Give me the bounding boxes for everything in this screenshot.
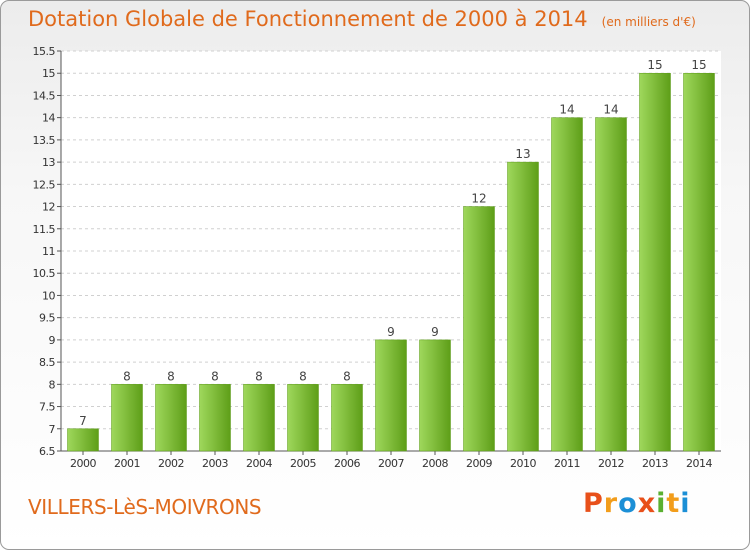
bar: [111, 384, 143, 452]
y-tick-label: 8.5: [39, 356, 55, 369]
bar: [507, 161, 539, 452]
chart-subtitle: (en milliers d'€): [601, 15, 696, 29]
x-tick-label: 2014: [686, 457, 712, 470]
x-tick-label: 2008: [422, 457, 448, 470]
bar-value-label: 8: [255, 369, 263, 383]
x-tick-label: 2001: [114, 457, 140, 470]
x-tick-label: 2012: [598, 457, 624, 470]
bar-value-label: 8: [123, 369, 131, 383]
y-tick-label: 15.5: [33, 45, 56, 58]
bar: [595, 117, 627, 452]
y-tick-label: 8: [49, 378, 56, 391]
y-tick-label: 7: [49, 423, 56, 436]
x-tick-label: 2011: [554, 457, 580, 470]
bar: [67, 428, 99, 452]
bar: [243, 384, 275, 452]
bar-value-label: 7: [79, 414, 87, 428]
x-tick-label: 2010: [510, 457, 536, 470]
bar-value-label: 8: [343, 369, 351, 383]
x-tick-label: 2005: [290, 457, 316, 470]
bar-value-label: 15: [691, 58, 706, 72]
bar: [375, 339, 407, 452]
x-tick-label: 2004: [246, 457, 272, 470]
x-tick-label: 2000: [70, 457, 96, 470]
bar: [155, 384, 187, 452]
bar: [683, 72, 715, 452]
bar-value-label: 8: [299, 369, 307, 383]
x-tick-label: 2002: [158, 457, 184, 470]
y-tick-label: 12.5: [33, 178, 56, 191]
bar: [463, 206, 495, 452]
bar: [639, 72, 671, 452]
x-tick-label: 2003: [202, 457, 228, 470]
bar: [287, 384, 319, 452]
x-tick-label: 2013: [642, 457, 668, 470]
y-tick-label: 10: [42, 289, 55, 302]
bar-value-label: 12: [471, 192, 486, 206]
bar-value-label: 9: [387, 325, 395, 339]
bar: [419, 339, 451, 452]
commune-name: VILLERS-LèS-MOIVRONS: [28, 495, 262, 519]
bar-value-label: 13: [515, 147, 530, 161]
y-tick-label: 11: [42, 245, 55, 258]
y-tick-label: 9: [49, 334, 56, 347]
y-tick-label: 14.5: [33, 89, 56, 102]
y-tick-label: 9.5: [39, 312, 55, 325]
bar: [331, 384, 363, 452]
proxiti-logo: Proxiti: [583, 488, 691, 519]
y-tick-label: 11.5: [33, 223, 56, 236]
bars: [67, 72, 715, 452]
bar: [551, 117, 583, 452]
bar-value-label: 8: [167, 369, 175, 383]
x-tick-label: 2007: [378, 457, 404, 470]
y-tick-label: 6.5: [39, 445, 55, 458]
x-tick-label: 2009: [466, 457, 492, 470]
bar-value-label: 9: [431, 325, 439, 339]
bar: [199, 384, 231, 452]
y-tick-label: 15: [42, 67, 55, 80]
bar-value-label: 14: [559, 103, 574, 117]
labels: 6.5 7 7.5 8 8.5 9 9.5 10 10.5 11 11.5 12 12.5 13 13.5 1…: [33, 45, 713, 470]
chart-title-text: Dotation Globale de Fonctionnement de 20…: [28, 7, 588, 31]
bar-value-label: 14: [603, 103, 618, 117]
y-tick-label: 14: [42, 112, 55, 125]
y-tick-label: 12: [42, 201, 55, 214]
x-tick-label: 2006: [334, 457, 360, 470]
y-tick-label: 10.5: [33, 267, 56, 280]
y-tick-label: 13: [42, 156, 55, 169]
chart-title: Dotation Globale de Fonctionnement de 20…: [28, 7, 696, 31]
y-tick-label: 13.5: [33, 134, 56, 147]
bar-value-label: 15: [647, 58, 662, 72]
y-tick-label: 7.5: [39, 401, 55, 414]
bar-value-label: 8: [211, 369, 219, 383]
